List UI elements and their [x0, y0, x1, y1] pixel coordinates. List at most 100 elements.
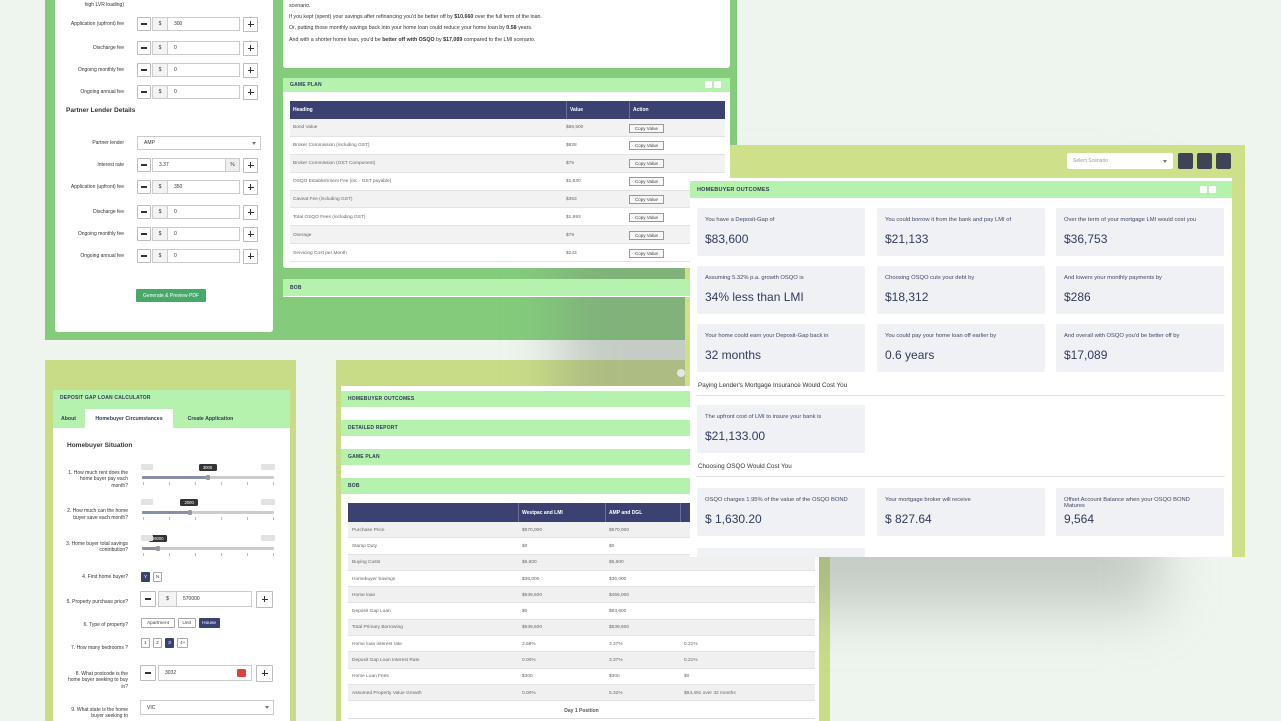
window-icon[interactable] — [705, 81, 712, 88]
option-button[interactable]: 3 — [165, 638, 174, 648]
outcome-card: And lowers your monthly payments by $286 — [1056, 266, 1224, 314]
divider — [697, 476, 1225, 477]
plus-button[interactable] — [243, 227, 258, 242]
minus-button[interactable] — [137, 180, 151, 194]
minus-button[interactable] — [137, 205, 151, 219]
dropdown-caret — [252, 142, 256, 145]
table-cell: Total OSQO Fees (including GST) — [293, 214, 366, 220]
slider-handle[interactable] — [206, 474, 210, 480]
scenario-select[interactable]: Select Scenario — [1067, 153, 1173, 169]
summary-text: And with a shorter home loan, you'd be — [289, 37, 383, 43]
table-row — [348, 619, 815, 637]
tab[interactable]: Create Application — [187, 415, 234, 422]
minus-button[interactable] — [137, 249, 151, 263]
section-title: DEPOSIT GAP LOAN CALCULATOR — [60, 395, 151, 401]
copy-button[interactable]: Copy Value — [629, 141, 664, 151]
primary-button[interactable]: Generate & Preview PDF — [136, 289, 206, 302]
input-field[interactable]: 0 — [167, 41, 240, 55]
input-field[interactable]: 300 — [167, 17, 240, 31]
card-label: And lowers your monthly payments by — [1064, 275, 1162, 281]
input-field[interactable]: 3.37 — [152, 158, 226, 172]
question-label: 5. Property purchase price? — [66, 598, 128, 605]
slider-tick — [247, 517, 248, 520]
minus-button[interactable] — [137, 85, 151, 99]
slider-fill — [142, 476, 208, 479]
select-field[interactable]: VIC — [140, 700, 274, 715]
copy-button[interactable]: Copy Value — [629, 123, 664, 133]
table-cell: $0 — [522, 543, 528, 549]
copy-button[interactable]: Copy Value — [629, 195, 664, 205]
plus-button[interactable] — [243, 158, 258, 173]
table-cell: 5.32% — [609, 690, 623, 696]
plus-button[interactable] — [243, 63, 258, 78]
outcome-card: Over the term of your mortgage LMI would… — [1056, 208, 1224, 256]
slider-tick — [221, 517, 222, 520]
copy-button[interactable]: Copy Value — [629, 248, 664, 258]
plus-button[interactable] — [243, 249, 258, 264]
option-button[interactable]: House — [198, 618, 220, 628]
option-button[interactable]: Apartment — [141, 618, 175, 628]
copy-button[interactable]: Copy Value — [629, 213, 664, 222]
option-button[interactable]: 1 — [141, 638, 150, 648]
plus-button[interactable] — [243, 17, 258, 32]
table-cell: Home Loan Fees — [352, 674, 389, 680]
copy-button[interactable]: Copy Value — [629, 177, 664, 187]
window-icon[interactable] — [1209, 186, 1216, 193]
minus-button[interactable] — [137, 63, 151, 77]
input-field[interactable]: 0 — [167, 63, 240, 77]
minus-button[interactable] — [140, 591, 156, 607]
question-label: 7. How many bedrooms ? — [71, 645, 128, 652]
field-label: Ongoing monthly fee — [77, 231, 124, 237]
option-button[interactable]: 2 — [153, 638, 162, 648]
close-icon[interactable] — [677, 369, 685, 377]
window-icon[interactable] — [714, 81, 721, 88]
input-field[interactable]: 0 — [167, 249, 240, 263]
input-field[interactable]: 0 — [167, 205, 240, 219]
slider-min — [141, 464, 153, 470]
plus-button[interactable] — [243, 205, 258, 220]
minus-button[interactable] — [137, 158, 151, 172]
input-prefix: $ — [152, 205, 168, 219]
input-prefix: $ — [152, 17, 168, 31]
input-field[interactable]: 570000 — [176, 591, 252, 607]
slider-handle[interactable] — [156, 545, 161, 551]
tab[interactable]: Homebuyer Circumstances — [85, 409, 173, 428]
table-row — [348, 652, 815, 669]
minus-button[interactable] — [137, 227, 151, 241]
summary-text: $10,660 — [454, 14, 474, 20]
outcome-card: Your home could earn your Deposit-Gap ba… — [697, 324, 865, 372]
plus-button[interactable] — [243, 41, 258, 56]
option-button[interactable]: Y — [141, 572, 150, 582]
slider-handle[interactable] — [187, 509, 192, 515]
option-button[interactable]: Unit — [177, 618, 196, 628]
option-button[interactable]: 4+ — [177, 638, 189, 648]
toolbar-button[interactable] — [1197, 153, 1212, 169]
minus-button[interactable] — [137, 41, 151, 55]
input-field[interactable]: 3032 — [158, 665, 252, 681]
input-field[interactable]: 0 — [167, 85, 240, 99]
minus-button[interactable] — [140, 665, 156, 681]
plus-button[interactable] — [243, 180, 258, 195]
plus-button[interactable] — [256, 591, 273, 608]
copy-button[interactable]: Copy Value — [629, 230, 664, 240]
input-field[interactable]: 350 — [167, 180, 240, 194]
icon-bar — [249, 253, 252, 260]
select-field[interactable]: AMP — [137, 136, 261, 150]
outcome-card: Your mortgage broker will receive $ 827.6… — [877, 488, 1045, 536]
tab[interactable]: About — [61, 415, 76, 422]
slider-tick — [169, 517, 170, 520]
icon-bar — [249, 21, 252, 28]
card-value: $286 — [1064, 290, 1091, 304]
input-prefix: $ — [152, 227, 168, 241]
copy-button[interactable]: Copy Value — [629, 159, 664, 169]
window-icon[interactable] — [1200, 186, 1207, 193]
toolbar-button[interactable] — [1178, 153, 1193, 169]
plus-button[interactable] — [256, 665, 273, 682]
option-button[interactable]: N — [153, 572, 162, 582]
minus-button[interactable] — [137, 17, 151, 31]
plus-button[interactable] — [243, 85, 258, 100]
input-field[interactable]: 0 — [167, 227, 240, 241]
table-cell: $828 — [566, 143, 577, 149]
toolbar-button[interactable] — [1216, 153, 1231, 169]
slider-value: 2000 — [180, 499, 199, 506]
